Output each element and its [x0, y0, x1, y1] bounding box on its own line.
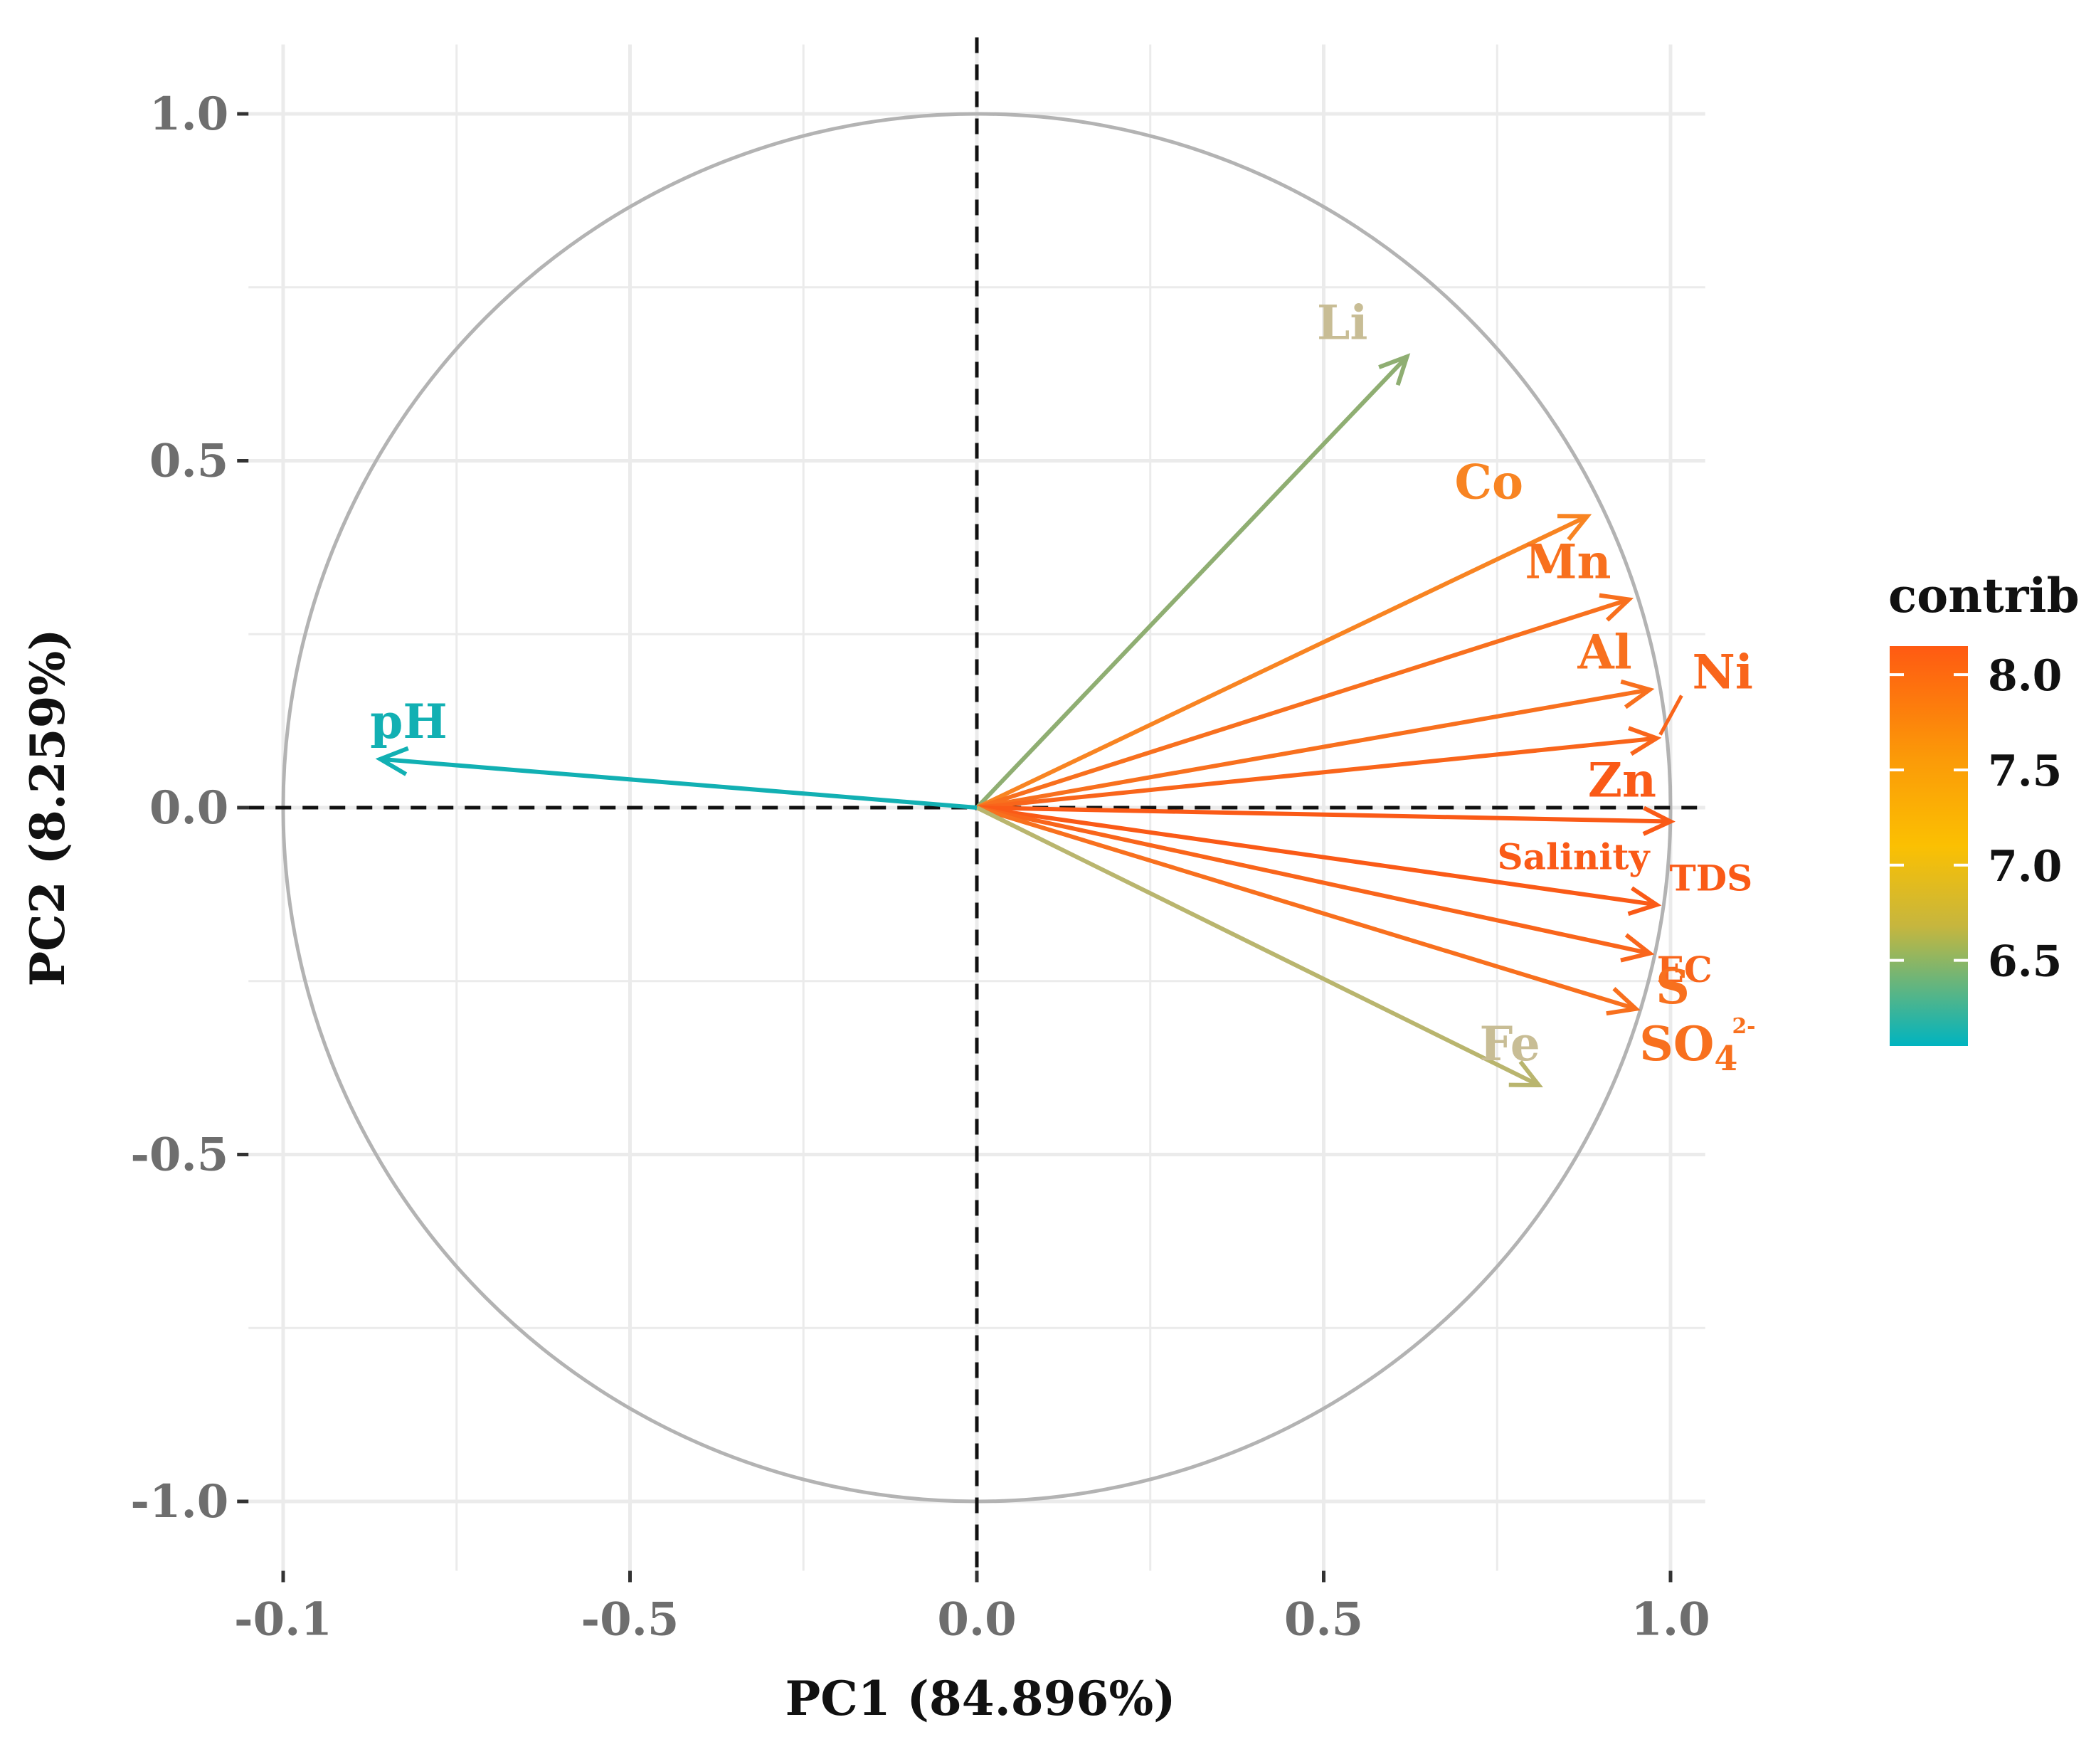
arrow-shaft-li — [975, 355, 1409, 810]
label-s: S — [1656, 959, 1690, 1015]
variable-arrows — [375, 353, 1676, 1088]
arrow-head-mn — [1599, 593, 1634, 622]
arrow-zn — [976, 806, 1676, 836]
arrow-shaft-co — [975, 514, 1589, 810]
arrow-shaft-salinity — [976, 806, 1657, 907]
arrow-shaft-mn — [976, 597, 1630, 810]
label-leader-ni — [1658, 694, 1683, 736]
x-tick-label: 0.0 — [937, 1593, 1016, 1647]
legend: contrib 8.0 7.5 7.0 6.5 — [1888, 568, 2080, 1046]
arrow-li — [975, 353, 1411, 810]
label-co: Co — [1454, 455, 1523, 510]
arrow-shaft-al — [976, 687, 1651, 810]
arrow-head-salinity — [1627, 886, 1662, 917]
arrow-shaft-s — [976, 806, 1637, 1011]
arrow-head-ph — [375, 746, 409, 776]
arrow-ec — [976, 806, 1655, 963]
y-tick-label: 0.0 — [149, 781, 228, 835]
arrow-co — [975, 514, 1592, 810]
label-mn: Mn — [1525, 534, 1611, 590]
legend-tick-label: 8.0 — [1988, 651, 2062, 701]
axes: -0.1 -0.5 0.0 0.5 1.0 1.0 0.5 0.0 -0.5 -1.0 — [130, 88, 1710, 1647]
arrow-ni — [976, 726, 1662, 810]
label-ni: Ni — [1693, 645, 1753, 700]
x-tick-label: -0.5 — [581, 1593, 679, 1647]
x-tick-label: 0.5 — [1284, 1593, 1363, 1647]
label-li: Li — [1317, 295, 1367, 350]
arrow-head-s — [1606, 987, 1641, 1016]
legend-tick-label: 7.0 — [1988, 842, 2062, 892]
arrow-shaft-ec — [976, 806, 1651, 956]
legend-tick-label: 6.5 — [1988, 937, 2062, 987]
y-tick-label: 1.0 — [149, 88, 228, 141]
legend-colorbar — [1890, 646, 1968, 1046]
arrow-mn — [976, 593, 1634, 810]
y-tick-label: -0.5 — [130, 1129, 228, 1182]
arrow-s — [976, 806, 1641, 1016]
label-ph: pH — [370, 694, 448, 749]
arrow-fe — [975, 806, 1543, 1088]
label-salinity: Salinity — [1498, 836, 1651, 878]
arrow-head-co — [1557, 514, 1592, 542]
y-tick-label: 0.5 — [149, 435, 228, 488]
arrow-head-al — [1620, 679, 1655, 709]
legend-ticks: 8.0 7.5 7.0 6.5 — [1890, 651, 2062, 987]
arrow-head-li — [1378, 353, 1411, 386]
arrow-shaft-ni — [976, 736, 1657, 810]
arrow-shaft-zn — [976, 806, 1671, 824]
label-ec: EC — [1657, 949, 1713, 991]
legend-title: contrib — [1888, 568, 2080, 623]
arrow-ph — [375, 746, 978, 810]
label-fe: Fe — [1480, 1016, 1540, 1072]
arrow-head-fe — [1508, 1060, 1543, 1088]
arrow-shaft-fe — [975, 806, 1540, 1087]
label-zn: Zn — [1588, 753, 1656, 808]
arrow-head-zn — [1642, 806, 1676, 836]
arrow-head-ec — [1620, 933, 1655, 963]
zero-lines — [248, 37, 1705, 1571]
y-axis-title: PC2 (8.259%) — [20, 629, 75, 987]
arrow-al — [976, 679, 1655, 810]
arrow-head-ni — [1627, 726, 1662, 756]
y-tick-label: -1.0 — [130, 1475, 228, 1528]
x-tick-label: 1.0 — [1631, 1593, 1710, 1647]
label-so4: SO42- — [1639, 1014, 1755, 1079]
label-al: Al — [1577, 624, 1631, 680]
label-tds: TDS — [1670, 857, 1753, 899]
arrow-salinity — [976, 806, 1662, 917]
x-tick-label: -0.1 — [234, 1593, 332, 1647]
arrow-shaft-ph — [380, 756, 978, 810]
x-axis-title: PC1 (84.896%) — [785, 1671, 1176, 1726]
legend-tick-label: 7.5 — [1988, 746, 2062, 796]
